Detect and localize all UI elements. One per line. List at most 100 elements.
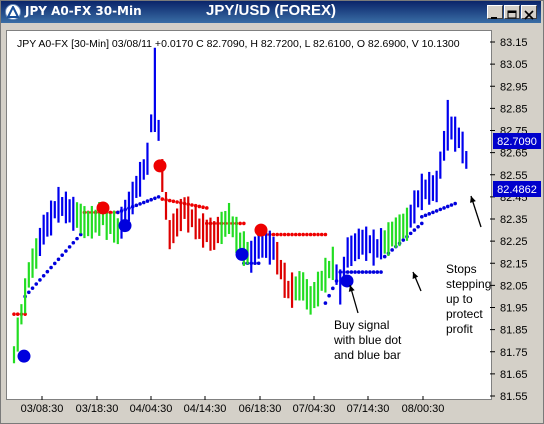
buy-signal-dot [118,219,132,233]
stop-dot [345,270,350,274]
stops-note: Stops stepping up to protect profit [446,262,491,337]
stop-dot [145,199,150,203]
buy-signal-dot [235,247,249,261]
sell-signal-dot [254,223,268,237]
stop-dot [282,232,287,237]
stop-dot [279,232,283,237]
stop-dot [382,254,387,259]
stops-line-5: profit [446,322,473,336]
x-tick-label: 08/00:30 [402,403,445,415]
x-axis: 03/08:30 03/18:30 04/04:30 04/14:30 06/18:30… [21,396,445,415]
stops-line-3: up to [446,292,473,306]
stop-dot [442,206,446,210]
y-tick-label: 81.95 [500,303,528,315]
stop-dot [323,232,328,237]
stops-arrow-2-head [470,196,476,203]
stop-dot [319,232,324,237]
y-tick-label: 83.05 [500,59,528,71]
stop-dot [175,200,179,204]
app-icon [5,4,21,20]
y-tick-label: 81.55 [500,391,528,403]
last-price-text: 82.7090 [497,136,537,148]
y-tick-label: 82.65 [500,148,528,160]
stop-dot [316,232,320,237]
stop-dot [271,232,276,237]
stop-dot [64,249,68,253]
sell-signal-dot [153,159,167,173]
stop-dot [138,202,142,206]
x-tick-label: 07/14:30 [347,403,390,415]
stop-dot [305,232,309,237]
stop-dot [27,290,31,295]
buy-signal-line-2: with blue dot [334,333,402,347]
stop-dot [434,209,439,213]
stop-dot [371,270,376,274]
stop-dot [275,232,280,237]
minimize-button[interactable] [487,5,503,19]
stop-dot [312,232,317,237]
stop-dot [141,200,146,205]
x-tick-label: 04/04:30 [130,403,173,415]
stop-dot [256,261,261,266]
stop-dot [453,201,457,206]
y-tick-label: 82.85 [500,103,528,115]
stop-dot [60,253,64,257]
stop-dot [160,197,165,201]
stop-dot [449,203,454,207]
close-button[interactable] [521,5,537,20]
stops-line-1: Stops [446,262,477,276]
stop-dot [30,286,35,290]
stop-dot [12,312,16,316]
x-tick-label: 03/08:30 [21,403,64,415]
y-axis: 83.1583.0582.9582.8582.7582.6582.5582.45… [490,37,528,403]
buy-signal-line-1: Buy signal [334,318,390,332]
stop-dot [420,221,424,226]
y-tick-label: 82.95 [500,81,528,93]
stop-dot [297,232,302,237]
y-tick-label: 83.15 [500,37,528,49]
stop-price-label: 82.4862 [493,181,541,197]
stop-dot [253,261,257,266]
stop-dot [108,210,113,215]
stop-dot [408,231,413,236]
stop-dot [420,214,424,219]
y-tick-label: 82.25 [500,236,528,248]
stop-dot [167,198,172,203]
stop-dot [353,270,357,274]
stop-dot [290,232,294,237]
buy-signal-note: Buy signal with blue dot and blue bar [334,318,401,363]
sell-signal-dot [96,201,110,215]
stops-line-4: protect [446,307,483,321]
annotation-arrows [348,195,482,314]
y-tick-label: 82.55 [500,170,528,182]
stop-dot [153,196,157,201]
y-tick-label: 82.35 [500,214,528,226]
stop-dot [327,293,331,298]
stop-dot [156,195,161,199]
stop-dot [78,232,83,237]
y-tick-label: 82.15 [500,258,528,270]
x-tick-label: 06/18:30 [239,403,282,415]
stop-dot [49,265,53,270]
stop-dot [15,312,20,316]
stop-dot [349,270,354,274]
maximize-button[interactable] [504,5,520,19]
stop-dot [293,232,298,237]
stop-dot [71,240,76,245]
x-tick-label: 07/04:30 [293,403,336,415]
stop-dot [445,204,450,209]
stop-dot [75,236,79,241]
stop-dot [356,270,361,274]
stop-dot [190,203,194,207]
stop-dot [364,270,368,274]
stop-dot [308,232,313,237]
stop-dot [171,199,176,204]
stop-dot [67,245,72,249]
y-tick-label: 82.05 [500,280,528,292]
stop-dot [390,248,394,252]
price-bars [12,47,468,364]
stop-dot [301,232,305,237]
stop-dot [423,213,428,218]
stop-dot [427,212,432,216]
y-tick-label: 81.65 [500,369,528,381]
